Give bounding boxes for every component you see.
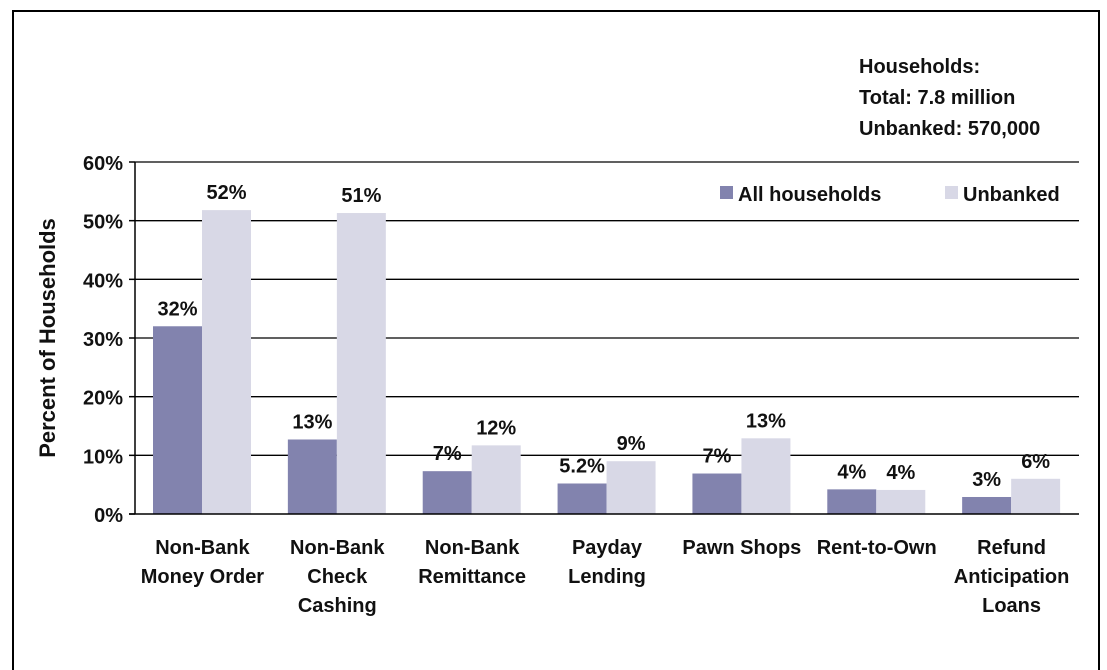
y-tick-label: 10%: [83, 446, 123, 468]
bar-unbanked: [606, 461, 656, 514]
legend: All households Unbanked: [720, 184, 1060, 206]
bar-all-households: [422, 471, 472, 514]
note-line-households: Households:: [859, 56, 981, 78]
x-tick-label: Rent-to-Own: [817, 537, 937, 559]
data-label: 6%: [1021, 451, 1050, 473]
axes: 0% 10% 20% 30% 40% 50% 60% Percent of Household…: [35, 153, 1079, 617]
bars: 32% 13% 7% 5.2% 7% 4% 3% 52% 51% 12% 9% 13% 4% 6%: [153, 182, 1061, 515]
data-label: 4%: [837, 461, 866, 483]
y-tick-label: 30%: [83, 329, 123, 351]
bar-unbanked: [471, 445, 521, 514]
x-tick-label: Remittance: [418, 566, 526, 588]
bar-all-households: [153, 326, 202, 514]
x-tick-label: Anticipation: [954, 566, 1070, 588]
x-tick-label: Money Order: [141, 566, 265, 588]
legend-swatch-all-households: [720, 186, 733, 199]
y-tick-label: 50%: [83, 212, 123, 234]
chart-frame: [12, 10, 1100, 670]
bar-unbanked: [876, 489, 926, 514]
x-tick-label: Lending: [568, 566, 646, 588]
y-tick-label: 40%: [83, 270, 123, 292]
legend-label: All households: [738, 184, 881, 206]
data-label: 13%: [746, 410, 786, 432]
x-tick-label: Refund: [977, 537, 1046, 559]
x-tick-label: Loans: [982, 595, 1041, 617]
data-label: 5.2%: [559, 455, 605, 477]
bar-unbanked: [202, 210, 251, 514]
legend-label: Unbanked: [963, 184, 1060, 206]
x-tick-label: Non-Bank: [425, 537, 520, 559]
data-label: 4%: [886, 462, 915, 484]
x-tick-label: Non-Bank: [290, 537, 385, 559]
data-label: 7%: [702, 446, 731, 468]
y-tick-label: 20%: [83, 388, 123, 410]
x-tick-label: Check: [307, 566, 368, 588]
data-label: 3%: [972, 469, 1001, 491]
legend-swatch-unbanked: [945, 186, 958, 199]
bar-all-households: [962, 496, 1012, 514]
data-label: 51%: [341, 185, 381, 207]
note-line-total: Total: 7.8 million: [859, 87, 1016, 109]
y-tick-label: 60%: [83, 153, 123, 175]
bar-all-households: [557, 483, 607, 514]
data-label: 9%: [617, 433, 646, 455]
bar-unbanked: [1011, 478, 1061, 514]
data-label: 52%: [206, 182, 246, 204]
data-label: 32%: [157, 298, 197, 320]
bar-unbanked: [336, 213, 386, 515]
y-axis-title: Percent of Households: [35, 218, 60, 458]
gridlines: [135, 161, 1079, 456]
data-label: 7%: [433, 443, 462, 465]
household-note: Households: Total: 7.8 million Unbanked:…: [859, 52, 1040, 145]
y-tick-label: 0%: [94, 505, 123, 527]
x-tick-label: Non-Bank: [155, 537, 250, 559]
bar-unbanked: [741, 438, 791, 514]
bar-all-households: [287, 439, 337, 514]
bar-chart: 32% 13% 7% 5.2% 7% 4% 3% 52% 51% 12% 9% 13% 4% 6% 0% 1…: [35, 153, 1079, 617]
note-line-unbanked: Unbanked: 570,000: [859, 118, 1041, 140]
data-label: 12%: [476, 417, 516, 439]
x-tick-label: Pawn Shops: [682, 537, 801, 559]
x-tick-label: Payday: [572, 537, 643, 559]
data-label: 13%: [292, 411, 332, 433]
bar-all-households: [827, 489, 877, 514]
bar-all-households: [692, 473, 742, 514]
x-tick-label: Cashing: [298, 595, 377, 617]
